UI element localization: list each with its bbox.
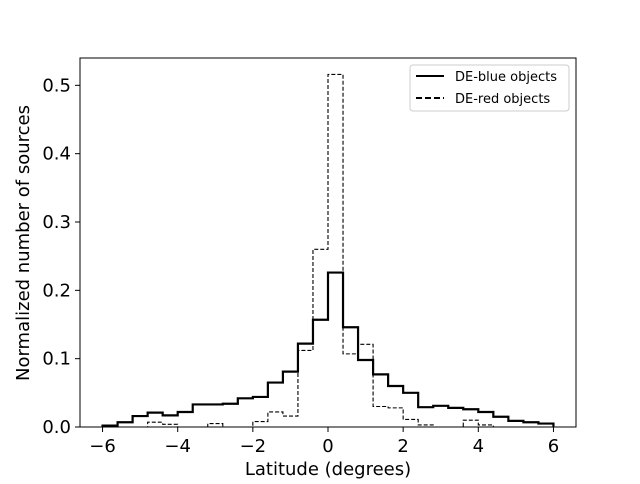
x-tick-label: 0 bbox=[322, 436, 333, 457]
legend-label-de-red: DE-red objects bbox=[455, 92, 550, 107]
legend-label-de-blue: DE-blue objects bbox=[455, 70, 557, 85]
y-tick-label: 0.3 bbox=[42, 212, 71, 233]
y-tick-label: 0.0 bbox=[42, 417, 71, 438]
x-tick-label: −2 bbox=[240, 436, 267, 457]
y-tick-label: 0.1 bbox=[42, 349, 71, 370]
x-tick-label: 6 bbox=[548, 436, 559, 457]
x-tick-label: 2 bbox=[397, 436, 408, 457]
y-tick-label: 0.5 bbox=[42, 75, 71, 96]
legend-box bbox=[409, 64, 570, 112]
x-axis-label: Latitude (degrees) bbox=[245, 459, 411, 480]
y-tick-label: 0.2 bbox=[42, 280, 71, 301]
y-axis: 0.0 0.1 0.2 0.3 0.4 0.5 bbox=[42, 75, 80, 438]
x-tick-label: −4 bbox=[164, 436, 191, 457]
x-tick-label: 4 bbox=[473, 436, 484, 457]
series-de-blue-step-line bbox=[101, 271, 555, 427]
x-tick-label: −6 bbox=[89, 436, 116, 457]
y-tick-label: 0.4 bbox=[42, 144, 71, 165]
x-axis: −6 −4 −2 0 2 4 6 bbox=[89, 427, 559, 457]
y-axis-label: Normalized number of sources bbox=[13, 105, 34, 381]
legend: DE-blue objects DE-red objects bbox=[409, 64, 570, 112]
